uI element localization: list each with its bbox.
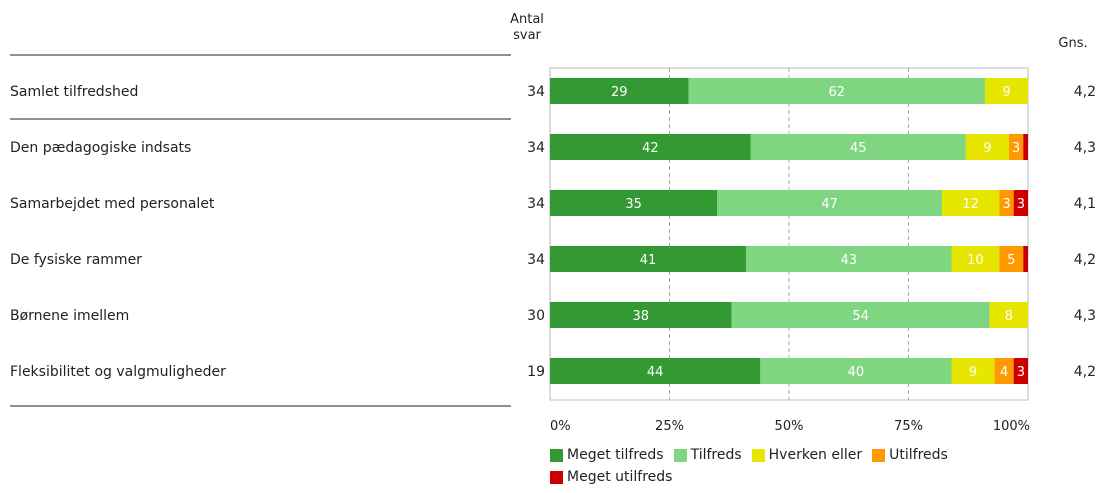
bar-segment-label: 3 — [1017, 365, 1025, 380]
bar-segment-meget-tilfreds — [550, 190, 718, 216]
count-column-header: Antal svar — [497, 12, 557, 44]
bar-segment-label: 3 — [1017, 197, 1025, 212]
chart-legend: Meget tilfreds Tilfreds Hverken eller Utilf… — [550, 444, 1070, 488]
bar-segment-label: 62 — [829, 85, 846, 100]
bar-segment-label: 9 — [1002, 85, 1010, 100]
response-count: 30 — [527, 308, 545, 324]
legend-swatch — [872, 448, 886, 462]
legend-label: Utilfreds — [889, 447, 948, 463]
bar-segment-hverken-eller — [951, 358, 995, 384]
bar-segment-meget-tilfreds — [550, 302, 732, 328]
legend-label: Tilfreds — [690, 447, 742, 463]
bar-segment-meget-tilfreds — [550, 246, 746, 272]
bar-segment-label: 29 — [611, 85, 628, 100]
average-value: 4,1 — [1074, 196, 1096, 212]
response-count: 34 — [527, 252, 545, 268]
bar-segment-label: 9 — [983, 141, 991, 156]
bar-segment-meget-utilfreds — [1013, 358, 1028, 384]
bar-segment-label: 41 — [640, 253, 657, 268]
bar-segment-tilfreds — [688, 78, 985, 104]
bar-segment-label: 45 — [850, 141, 867, 156]
bar-segment-tilfreds — [717, 190, 942, 216]
response-count: 34 — [527, 196, 545, 212]
legend-item: Tilfreds — [673, 444, 742, 466]
x-tick-label: 100% — [993, 419, 1030, 434]
x-tick-label: 75% — [894, 419, 923, 434]
bar-segment-label: 43 — [840, 253, 857, 268]
average-value: 4,2 — [1074, 84, 1096, 100]
count-header-text: Antal svar — [510, 12, 544, 43]
row-label: Samlet tilfredshed — [10, 84, 138, 100]
bar-segment-utilfreds — [999, 190, 1014, 216]
bar-segment-hverken-eller — [941, 190, 1000, 216]
row-label: De fysiske rammer — [10, 252, 142, 268]
bar-segment-label: 42 — [642, 141, 659, 156]
legend-item: Hverken eller — [751, 444, 863, 466]
bar-segment-label: 54 — [852, 309, 869, 324]
bar-segment-tilfreds — [745, 246, 952, 272]
bar-segment-label: 44 — [647, 365, 664, 380]
bar-segment-meget-utilfreds — [1023, 134, 1028, 160]
bar-segment-hverken-eller — [989, 302, 1028, 328]
row-label: Fleksibilitet og valgmuligheder — [10, 364, 226, 380]
bar-segment-meget-tilfreds — [550, 78, 689, 104]
legend-item: Utilfreds — [872, 444, 948, 466]
legend-swatch — [550, 470, 563, 484]
bar-segment-utilfreds — [994, 358, 1014, 384]
bar-segment-meget-tilfreds — [550, 358, 761, 384]
response-count: 34 — [527, 84, 545, 100]
legend-item: Meget utilfreds — [550, 466, 672, 488]
bar-segment-label: 12 — [962, 197, 979, 212]
bar-segment-label: 5 — [1007, 253, 1015, 268]
average-value: 4,3 — [1074, 308, 1096, 324]
bar-segment-hverken-eller — [965, 134, 1009, 160]
legend-label: Hverken eller — [768, 447, 863, 463]
row-label: Samarbejdet med personalet — [10, 196, 215, 212]
bar-segment-utilfreds — [999, 246, 1024, 272]
legend-label: Meget utilfreds — [567, 469, 673, 485]
bar-segment-label: 38 — [633, 309, 650, 324]
average-value: 4,3 — [1074, 140, 1096, 156]
bar-segment-label: 3 — [1002, 197, 1010, 212]
legend-label: Meget tilfreds — [567, 447, 664, 463]
x-tick-label: 25% — [655, 419, 684, 434]
average-value: 4,2 — [1074, 364, 1096, 380]
bar-segment-tilfreds — [731, 302, 990, 328]
bar-segment-utilfreds — [1008, 134, 1024, 160]
bar-segment-label: 10 — [967, 253, 984, 268]
legend-swatch — [751, 448, 765, 462]
x-tick-label: 50% — [775, 419, 804, 434]
bar-segment-meget-tilfreds — [550, 134, 751, 160]
average-header-text: Gns. — [1058, 36, 1088, 51]
response-count: 34 — [527, 140, 545, 156]
bar-segment-meget-utilfreds — [1023, 246, 1028, 272]
bar-segment-label: 35 — [625, 197, 642, 212]
bar-segment-hverken-eller — [984, 78, 1028, 104]
bar-segment-label: 4 — [1000, 365, 1008, 380]
bar-segment-label: 8 — [1005, 309, 1013, 324]
response-count: 19 — [527, 364, 545, 380]
bar-segment-label: 47 — [821, 197, 838, 212]
legend-swatch — [550, 448, 563, 462]
bar-segment-tilfreds — [760, 358, 952, 384]
bar-segment-hverken-eller — [951, 246, 1000, 272]
x-tick-label: 0% — [550, 419, 571, 434]
row-label: Børnene imellem — [10, 308, 129, 324]
average-column-header: Gns. — [1050, 36, 1096, 52]
bar-segment-tilfreds — [750, 134, 966, 160]
bar-segment-label: 3 — [1012, 141, 1020, 156]
bar-segment-meget-utilfreds — [1013, 190, 1028, 216]
average-value: 4,2 — [1074, 252, 1096, 268]
legend-swatch — [673, 448, 687, 462]
bar-segment-label: 9 — [969, 365, 977, 380]
legend-item: Meget tilfreds — [550, 444, 664, 466]
row-label: Den pædagogiske indsats — [10, 140, 191, 156]
bar-segment-label: 40 — [848, 365, 865, 380]
